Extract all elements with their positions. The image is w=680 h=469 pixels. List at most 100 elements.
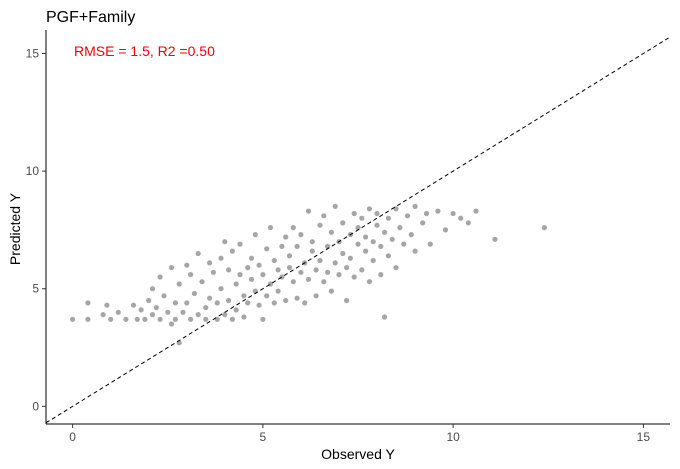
data-point (374, 210, 380, 217)
data-point (165, 309, 171, 315)
data-point (146, 297, 152, 304)
data-point (104, 302, 110, 308)
data-point (233, 307, 239, 313)
data-point (184, 262, 190, 268)
data-point (332, 260, 338, 266)
data-point (260, 316, 266, 322)
data-point (161, 293, 167, 299)
data-point (203, 316, 209, 322)
data-point (328, 229, 334, 235)
data-point (248, 276, 255, 282)
data-point (195, 250, 201, 257)
data-point (191, 290, 197, 297)
data-point (325, 269, 331, 275)
x-tick-label: 15 (637, 430, 651, 444)
x-tick-label: 0 (69, 430, 76, 444)
data-point (157, 274, 163, 280)
data-point (366, 206, 372, 212)
data-point (222, 312, 228, 318)
data-point (298, 269, 304, 275)
data-point (347, 255, 353, 261)
data-point (210, 269, 216, 275)
data-point (458, 215, 464, 221)
data-point (108, 316, 114, 322)
data-point (233, 281, 239, 287)
data-point (363, 234, 369, 240)
data-point (465, 220, 471, 226)
data-point (385, 215, 391, 221)
data-point (313, 293, 319, 299)
data-point (134, 316, 140, 322)
data-point (199, 279, 205, 285)
y-axis-title: Predicted Y (7, 192, 23, 265)
data-point (382, 314, 388, 320)
data-point (267, 225, 274, 231)
data-point (473, 208, 479, 214)
data-point (344, 265, 350, 271)
data-point (123, 316, 129, 322)
chart-title: PGF+Family (46, 9, 135, 26)
data-point (305, 208, 312, 214)
data-point (374, 222, 380, 228)
data-point (294, 295, 300, 301)
data-point (149, 312, 156, 318)
data-point (279, 274, 285, 280)
data-point (351, 210, 357, 217)
data-point (237, 272, 243, 278)
data-point (260, 272, 266, 278)
data-point (214, 316, 220, 322)
data-point (385, 253, 391, 259)
data-point (332, 203, 338, 209)
data-point (313, 267, 319, 273)
data-point (195, 312, 201, 318)
data-point (226, 267, 232, 273)
data-point (317, 257, 323, 264)
data-point (298, 232, 304, 238)
identity-reference-line (45, 36, 671, 424)
data-point (184, 300, 190, 306)
data-point (351, 274, 357, 280)
data-point (404, 213, 411, 219)
data-point (412, 248, 418, 254)
data-point (252, 232, 258, 238)
data-point (169, 265, 175, 271)
data-point (420, 220, 426, 226)
data-point (355, 225, 361, 231)
y-tick-label: 15 (26, 47, 40, 61)
data-point (382, 229, 388, 235)
data-point (321, 279, 327, 285)
data-point (226, 297, 232, 304)
data-point (290, 225, 296, 231)
data-point (85, 300, 91, 306)
data-point (286, 253, 293, 259)
data-point (435, 208, 441, 214)
data-point (241, 293, 247, 299)
data-point (370, 239, 376, 245)
data-point (401, 241, 407, 247)
data-point (256, 262, 262, 268)
data-point (412, 203, 418, 209)
y-tick-label: 0 (32, 399, 39, 413)
data-point (275, 288, 281, 294)
data-point (378, 243, 384, 249)
data-point (397, 225, 403, 231)
data-point (241, 314, 247, 320)
data-point (370, 257, 376, 264)
data-point (309, 239, 315, 245)
data-point (130, 302, 137, 308)
data-point (180, 309, 186, 315)
data-point (85, 316, 91, 322)
data-point (172, 300, 178, 306)
data-point (302, 300, 308, 306)
data-point (153, 305, 159, 311)
data-point (245, 265, 251, 271)
data-point (363, 248, 369, 254)
data-point (492, 236, 498, 242)
y-tick-label: 10 (26, 164, 40, 178)
data-point (423, 210, 430, 217)
data-point (157, 316, 163, 322)
data-point (207, 295, 213, 301)
data-point (290, 279, 296, 285)
data-point (279, 243, 285, 249)
data-point (222, 239, 228, 245)
